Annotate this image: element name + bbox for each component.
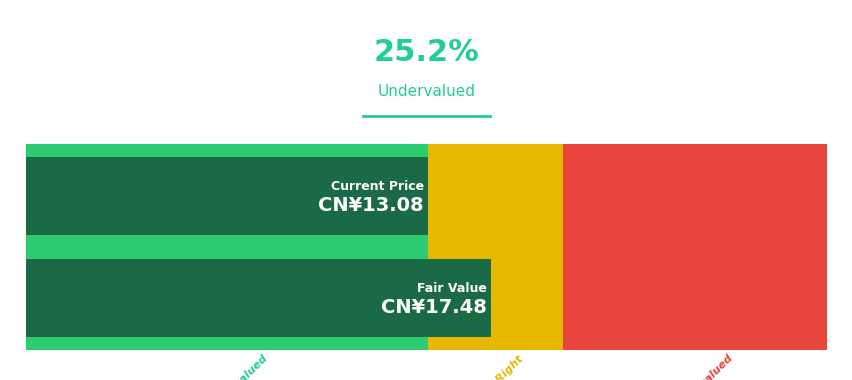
- Text: CN¥17.48: CN¥17.48: [380, 298, 486, 317]
- Bar: [26, 144, 428, 350]
- Text: Undervalued: Undervalued: [377, 84, 475, 98]
- Text: Current Price: Current Price: [331, 180, 423, 193]
- Bar: [428, 144, 562, 350]
- Text: About Right: About Right: [465, 353, 525, 380]
- Bar: [26, 157, 428, 235]
- Text: CN¥13.08: CN¥13.08: [318, 196, 423, 215]
- Text: 25.2%: 25.2%: [373, 38, 479, 67]
- Text: 20% Undervalued: 20% Undervalued: [184, 353, 269, 380]
- Bar: [562, 144, 826, 350]
- Bar: [26, 259, 490, 337]
- Text: Fair Value: Fair Value: [416, 282, 486, 295]
- Text: 20% Overvalued: 20% Overvalued: [654, 353, 734, 380]
